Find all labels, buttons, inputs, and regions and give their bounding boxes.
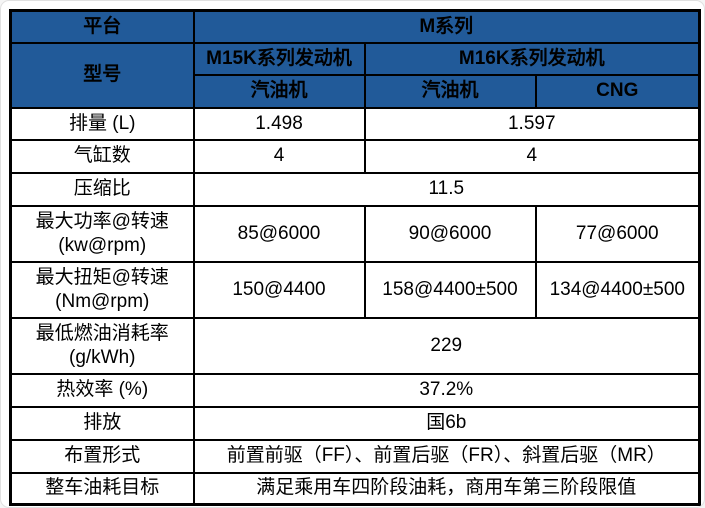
displacement-m16k-cell: 1.597 (363, 106, 701, 141)
cylinders-m15k-cell: 4 (192, 138, 366, 174)
row-max-power: 最大功率@转速 (kw@rpm) 85@6000 90@6000 77@6000 (9, 204, 701, 263)
max-power-m16k-gasoline-cell: 90@6000 (363, 204, 537, 263)
row-displacement: 排量 (L) 1.498 1.597 (9, 106, 701, 141)
displacement-m15k-cell: 1.498 (192, 106, 366, 141)
max-power-m16k-cng-cell: 77@6000 (534, 204, 701, 263)
compression-ratio-value-cell: 11.5 (192, 171, 701, 207)
header-row-model-series: 型号 M15K系列发动机 M16K系列发动机 (9, 41, 701, 109)
engine-spec-table: 平台 M系列 型号 M15K系列发动机 M16K系列发动机 汽油机 汽油机 CN… (9, 9, 702, 506)
max-power-label-cell: 最大功率@转速 (kw@rpm) (9, 204, 195, 263)
cylinders-m16k-cell: 4 (363, 138, 701, 174)
max-torque-m15k-cell: 150@4400 (192, 260, 366, 319)
model-label-cell: 型号 (9, 41, 195, 109)
emission-value-cell: 国6b (192, 405, 701, 441)
layout-label-cell: 布置形式 (9, 438, 195, 474)
max-torque-label-cell: 最大扭矩@转速 (Nm@rpm) (9, 260, 195, 319)
platform-value-cell: M系列 (192, 9, 701, 44)
layout-value-cell: 前置前驱（FF）、前置后驱（FR）、斜置后驱（MR） (192, 438, 701, 474)
m16k-fuel-type-gasoline-cell: 汽油机 (363, 73, 537, 109)
cylinders-label-cell: 气缸数 (9, 138, 195, 174)
vehicle-fuel-target-value-cell: 满足乘用车四阶段油耗，商用车第三阶段限值 (192, 471, 701, 506)
emission-label-cell: 排放 (9, 405, 195, 441)
m16k-fuel-type-cng-cell: CNG (534, 73, 701, 109)
m16k-series-cell: M16K系列发动机 (363, 41, 701, 76)
displacement-label-cell: 排量 (L) (9, 106, 195, 141)
platform-label-cell: 平台 (9, 9, 195, 44)
max-torque-m16k-cng-cell: 134@4400±500 (534, 260, 701, 319)
vehicle-fuel-target-label-cell: 整车油耗目标 (9, 471, 195, 506)
compression-ratio-label-cell: 压缩比 (9, 171, 195, 207)
header-row-fuel-type: 汽油机 汽油机 CNG (11, 73, 701, 109)
row-cylinders: 气缸数 4 4 (9, 138, 701, 174)
row-max-torque: 最大扭矩@转速 (Nm@rpm) 150@4400 158@4400±500 1… (9, 260, 701, 319)
max-torque-m16k-gasoline-cell: 158@4400±500 (363, 260, 537, 319)
row-compression-ratio: 压缩比 11.5 (9, 171, 701, 207)
thermal-efficiency-value-cell: 37.2% (192, 372, 701, 408)
row-emission: 排放 国6b (9, 405, 701, 441)
max-power-m15k-cell: 85@6000 (192, 204, 366, 263)
header-row-platform: 平台 M系列 (9, 9, 701, 44)
row-vehicle-fuel-target: 整车油耗目标 满足乘用车四阶段油耗，商用车第三阶段限值 (9, 471, 701, 506)
row-min-fuel-consumption: 最低燃油消耗率 (g/kWh) 229 (9, 316, 701, 375)
row-layout: 布置形式 前置前驱（FF）、前置后驱（FR）、斜置后驱（MR） (9, 438, 701, 474)
min-fuel-consumption-label-cell: 最低燃油消耗率 (g/kWh) (9, 316, 195, 375)
m15k-fuel-type-cell: 汽油机 (192, 73, 366, 109)
min-fuel-consumption-value-cell: 229 (192, 316, 701, 375)
thermal-efficiency-label-cell: 热效率 (%) (9, 372, 195, 408)
row-thermal-efficiency: 热效率 (%) 37.2% (9, 372, 701, 408)
m15k-series-cell: M15K系列发动机 (192, 41, 366, 76)
